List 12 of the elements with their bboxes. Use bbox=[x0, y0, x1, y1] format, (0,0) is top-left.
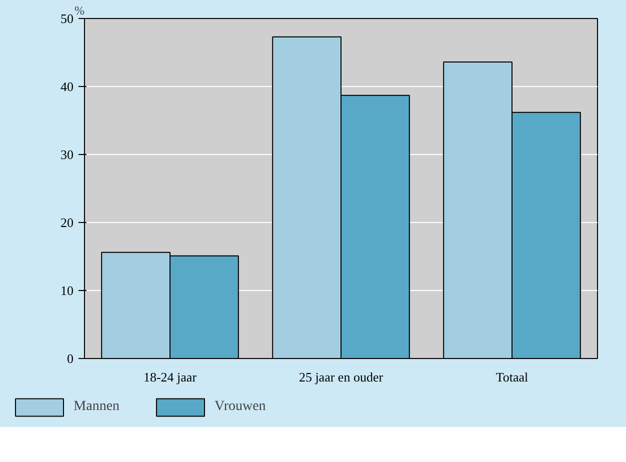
legend-label: Mannen bbox=[74, 399, 120, 415]
y-tick-label: 20 bbox=[60, 215, 74, 230]
x-tick-label: 18-24 jaar bbox=[143, 370, 198, 384]
y-tick-label: 50 bbox=[60, 11, 74, 26]
x-tick-label: 25 jaar en ouder bbox=[298, 370, 384, 384]
y-tick-label: 10 bbox=[60, 283, 74, 298]
x-tick-label: Totaal bbox=[496, 370, 529, 384]
legend-label: Vrouwen bbox=[214, 399, 266, 415]
y-axis-title: % bbox=[74, 4, 84, 18]
y-tick-label: 40 bbox=[60, 79, 74, 94]
y-tick-label: 30 bbox=[60, 147, 74, 162]
y-tick-label: 0 bbox=[67, 351, 74, 366]
